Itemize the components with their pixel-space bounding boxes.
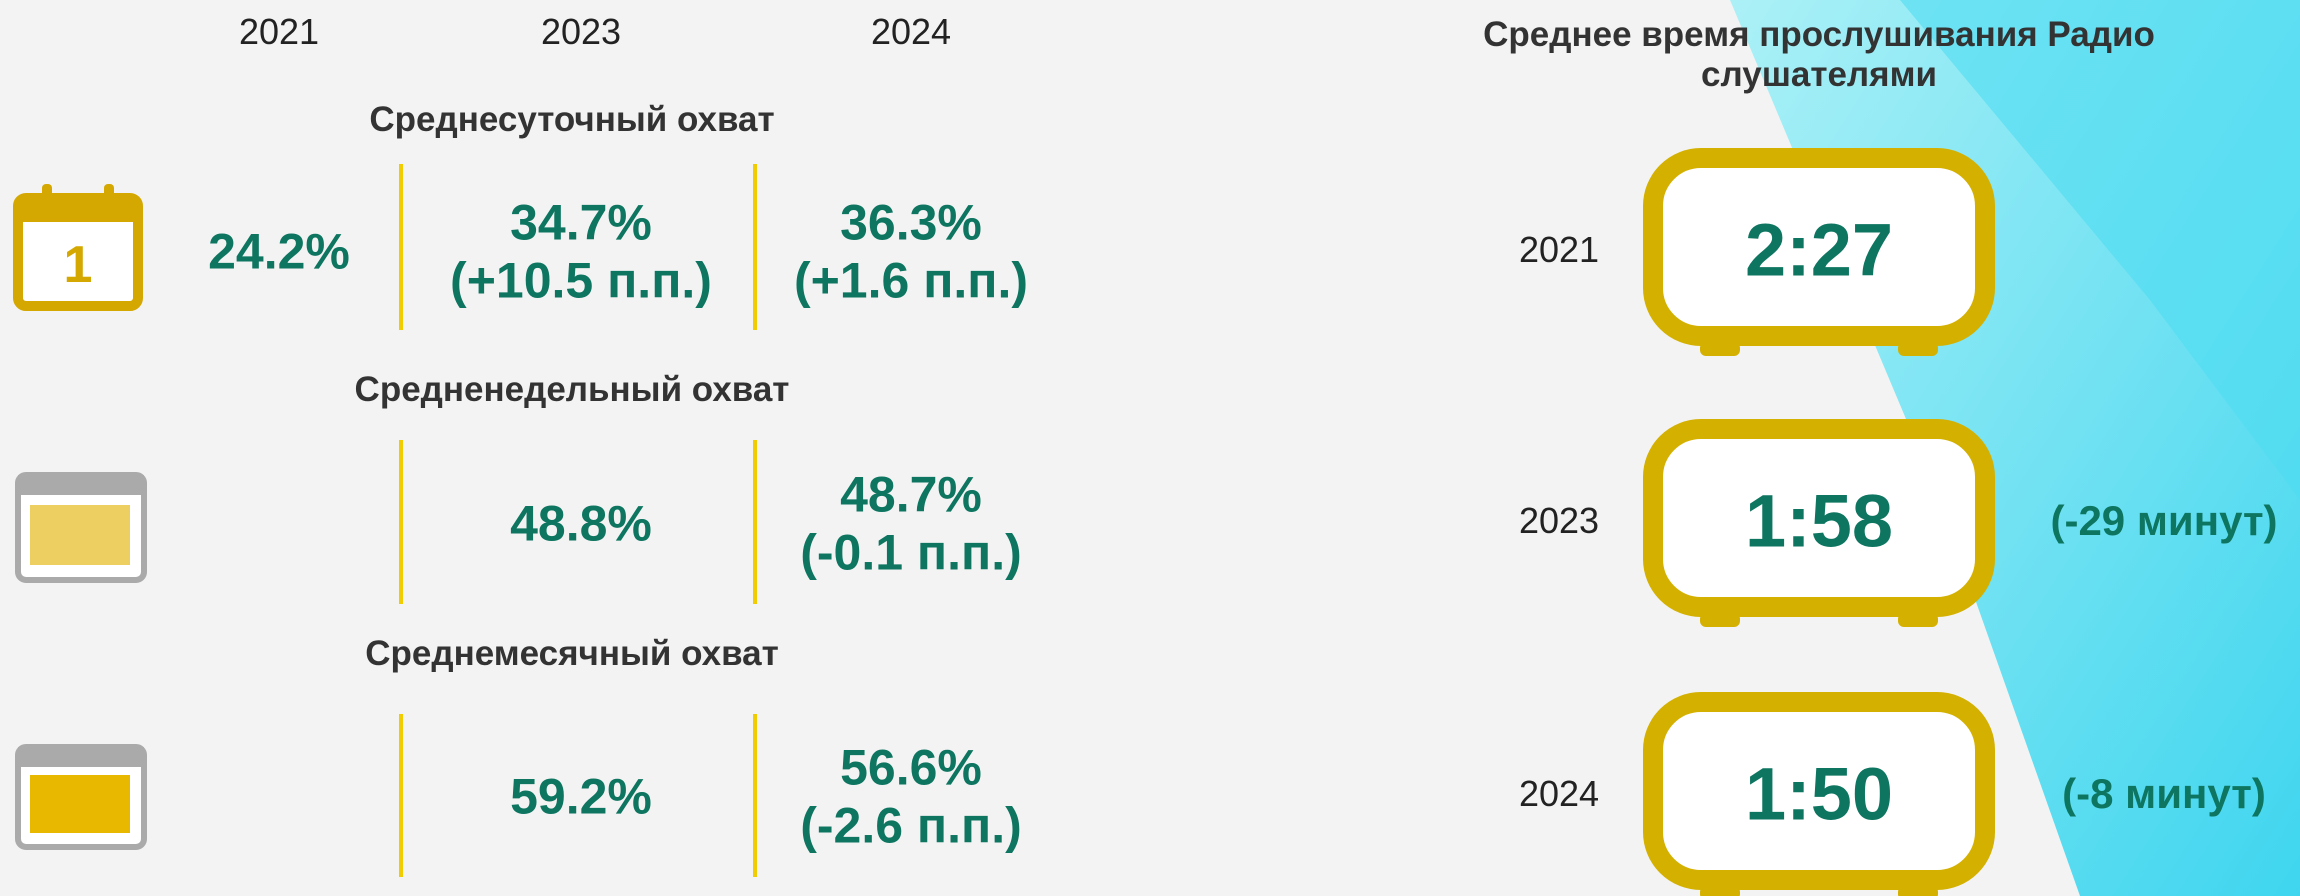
svg-text:1: 1 <box>64 236 93 294</box>
separator <box>753 440 757 604</box>
listening-year: 2024 <box>1519 773 1599 815</box>
listening-year-text: 2024 <box>1518 773 1600 814</box>
reach-value-text: (-0.1 п.п.) <box>800 524 1022 580</box>
section-title: Среднемесячный охват <box>365 634 779 674</box>
section-title-text: Среднесуточный охват <box>369 100 775 139</box>
listening-time: 1:58 <box>1745 479 1893 564</box>
reach-value: 59.2% <box>510 768 652 826</box>
separator <box>399 440 403 604</box>
reach-value-text: (-2.6 п.п.) <box>800 797 1022 853</box>
reach-value-text: (+1.6 п.п.) <box>793 252 1029 308</box>
year-header: 2021 <box>239 11 319 53</box>
listening-time-text: 2:27 <box>1744 208 1894 292</box>
clock-frame <box>1643 692 1995 896</box>
year-header: 2023 <box>541 11 621 53</box>
reach-value: 48.8% <box>510 495 652 553</box>
section-title: Средненедельный охват <box>355 370 790 410</box>
listening-title: Среднее время прослушивания Радио слушат… <box>1409 15 2229 95</box>
reach-value: 56.6% (-2.6 п.п.) <box>800 740 1022 855</box>
listening-time: 2:27 <box>1745 208 1893 293</box>
section-title: Среднесуточный охват <box>369 100 774 140</box>
listening-time: 1:50 <box>1745 752 1893 837</box>
listening-change-text: (-29 минут) <box>2050 497 2278 544</box>
listening-title-text: Среднее время прослушивания Радио слушат… <box>1483 15 2155 94</box>
calendar-month-icon <box>15 744 147 850</box>
separator <box>399 164 403 330</box>
reach-value-text: 59.2% <box>510 768 652 825</box>
year-header-text: 2023 <box>540 11 622 52</box>
year-header-text: 2024 <box>870 11 952 52</box>
listening-change-text: (-8 минут) <box>2062 770 2266 817</box>
listening-time-text: 1:50 <box>1744 752 1894 836</box>
reach-value-text: 56.6% <box>840 739 982 796</box>
listening-change: (-29 минут) <box>2050 497 2277 545</box>
separator <box>399 714 403 877</box>
reach-value-text: 48.7% <box>840 466 982 523</box>
listening-year-text: 2023 <box>1518 500 1600 541</box>
clock-frame <box>1643 148 1995 356</box>
clock-frame <box>1643 419 1995 627</box>
calendar-day-icon: 1 <box>13 184 143 311</box>
year-header-text: 2021 <box>238 11 320 52</box>
reach-value-text: 36.3% <box>840 194 982 251</box>
year-header: 2024 <box>871 11 951 53</box>
reach-value-text: (+10.5 п.п.) <box>450 252 712 308</box>
listening-year: 2021 <box>1519 229 1599 271</box>
calendar-week-icon <box>15 472 147 583</box>
listening-year-text: 2021 <box>1518 229 1600 270</box>
reach-value: 34.7% (+10.5 п.п.) <box>450 195 712 310</box>
listening-time-text: 1:58 <box>1744 479 1894 563</box>
listening-year: 2023 <box>1519 500 1599 542</box>
reach-value-text: 48.8% <box>510 495 652 552</box>
reach-value: 36.3% (+1.6 п.п.) <box>794 195 1028 310</box>
section-title-text: Средненедельный охват <box>354 370 790 409</box>
reach-value-text: 34.7% <box>510 194 652 251</box>
reach-value: 24.2% <box>208 223 350 281</box>
listening-change: (-8 минут) <box>2062 770 2266 818</box>
reach-value-text: 24.2% <box>208 223 350 280</box>
separator <box>753 714 757 877</box>
reach-value: 48.7% (-0.1 п.п.) <box>800 467 1022 582</box>
section-title-text: Среднемесячный охват <box>365 634 779 673</box>
separator <box>753 164 757 330</box>
